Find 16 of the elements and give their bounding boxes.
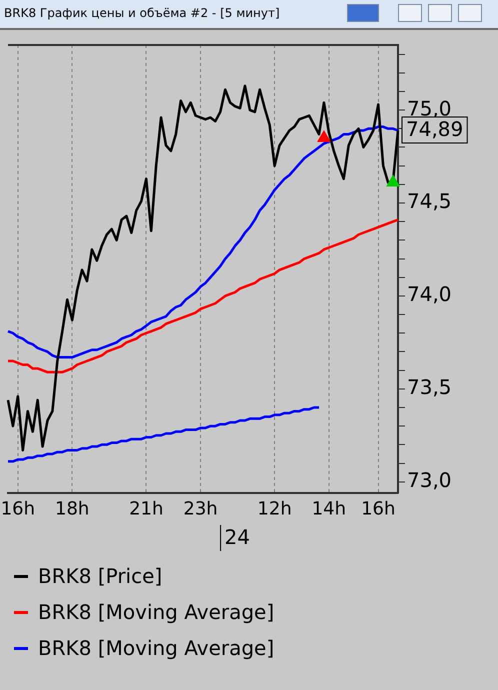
x-tick-label: 23h [183,498,218,520]
legend-label: BRK8 [Price] [38,564,162,588]
x-tick-label: 16h [361,498,396,520]
x-tick-label: 12h [257,498,292,520]
y-tick-label: 74,0 [407,282,452,306]
x-tick-label: 14h [312,498,346,520]
x-tick-label: 21h [129,498,164,520]
x-tick-label: 18h [55,498,90,520]
legend-label: BRK8 [Moving Average] [38,600,274,624]
y-tick-label: 74,5 [407,189,452,214]
text: 24 [224,525,250,550]
legend-label: BRK8 [Moving Average] [38,636,274,660]
y-tick-label: 73,0 [407,468,452,492]
chart-title: BRK8 График цены и объёма #2 - [5 минут] [4,6,280,20]
y-tick-label: 73,5 [407,375,452,400]
x-tick-label: 16h [0,498,36,520]
